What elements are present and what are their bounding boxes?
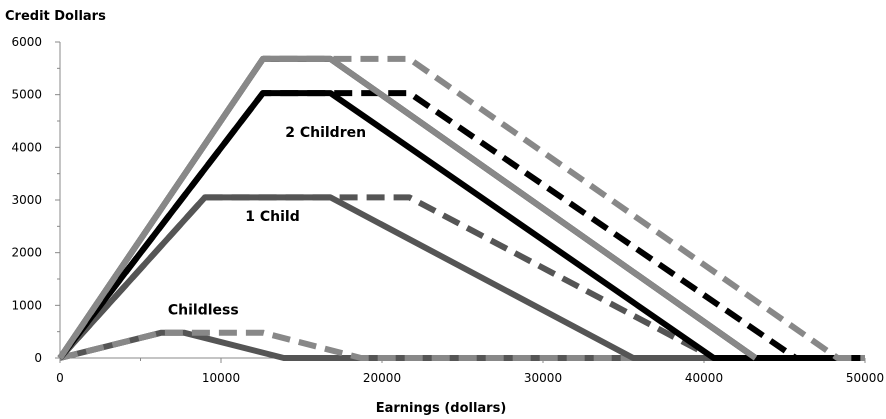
annotations: 2 Children 1 Child Childless [168, 125, 366, 318]
y-tick-label: 0 [34, 351, 42, 365]
series-line-1 [59, 329, 865, 361]
y-tick-label: 1000 [11, 298, 42, 312]
axes: 0 1000 2000 3000 4000 5000 6000 0 10000 20000 3000… [11, 35, 884, 385]
y-tick-label: 5000 [11, 88, 42, 102]
series-line-6 [57, 90, 865, 361]
series-line-2 [59, 329, 865, 361]
x-tick-label: 50000 [846, 371, 884, 385]
x-tick-label: 30000 [524, 371, 562, 385]
y-tick-label: 4000 [11, 140, 42, 154]
x-axis-title: Earnings (dollars) [376, 401, 507, 416]
y-tick-label: 3000 [11, 193, 42, 207]
series-line-10 [57, 55, 865, 361]
x-tick-label: 0 [56, 371, 64, 385]
y-tick-label: 6000 [11, 35, 42, 49]
y-axis-title: Credit Dollars [5, 9, 106, 24]
annotation-label: 1 Child [245, 209, 299, 225]
annotation-label: 2 Children [285, 125, 366, 141]
x-tick-label: 40000 [685, 371, 723, 385]
y-tick-label: 2000 [11, 246, 42, 260]
x-tick-label: 10000 [202, 371, 240, 385]
series-layer [57, 55, 865, 361]
annotation-label: Childless [168, 302, 239, 318]
x-tick-label: 20000 [363, 371, 401, 385]
